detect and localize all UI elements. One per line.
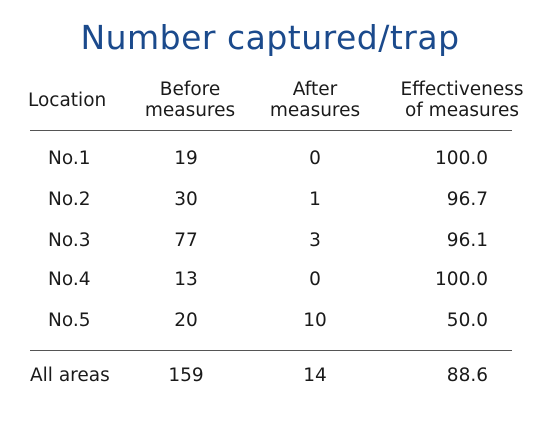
total-divider [30,350,512,351]
header-after-measures: After measures [256,79,374,121]
cell-after: 0 [309,148,321,169]
table-row: No.4 13 0 100.0 [0,268,540,292]
header-location: Location [28,90,107,111]
cell-location: No.2 [48,189,91,210]
cell-after: 3 [309,230,321,251]
cell-effectiveness: 88.6 [446,365,488,386]
cell-effectiveness: 96.1 [446,230,488,251]
header-after-line1: After [292,79,338,100]
cell-location: No.4 [48,269,91,290]
cell-effectiveness: 50.0 [446,310,488,331]
header-eff-line1: Effectiveness [400,79,524,100]
total-row: All areas 159 14 88.6 [0,364,540,388]
cell-location: No.3 [48,230,91,251]
cell-before: 30 [174,189,198,210]
cell-before: 20 [174,310,198,331]
cell-before: 77 [174,230,198,251]
cell-effectiveness: 100.0 [435,148,488,169]
table-row: No.1 19 0 100.0 [0,147,540,171]
header-divider [30,130,512,131]
cell-location: No.1 [48,148,91,169]
cell-after: 0 [309,269,321,290]
cell-after: 10 [303,310,327,331]
table-title: Number captured/trap [80,18,460,57]
header-eff-line2: of measures [404,100,520,121]
table-row: No.3 77 3 96.1 [0,229,540,253]
cell-before: 159 [168,365,204,386]
header-before-line1: Before [159,79,221,100]
cell-after: 14 [303,365,327,386]
header-before-measures: Before measures [134,79,246,121]
table-row: No.2 30 1 96.7 [0,188,540,212]
header-after-line2: measures [269,100,361,121]
cell-after: 1 [309,189,321,210]
cell-effectiveness: 100.0 [435,269,488,290]
header-before-line2: measures [144,100,236,121]
cell-location: All areas [30,365,110,386]
cell-location: No.5 [48,310,91,331]
cell-before: 19 [174,148,198,169]
header-effectiveness: Effectiveness of measures [392,79,532,121]
table-row: No.5 20 10 50.0 [0,309,540,333]
cell-effectiveness: 96.7 [446,189,488,210]
cell-before: 13 [174,269,198,290]
